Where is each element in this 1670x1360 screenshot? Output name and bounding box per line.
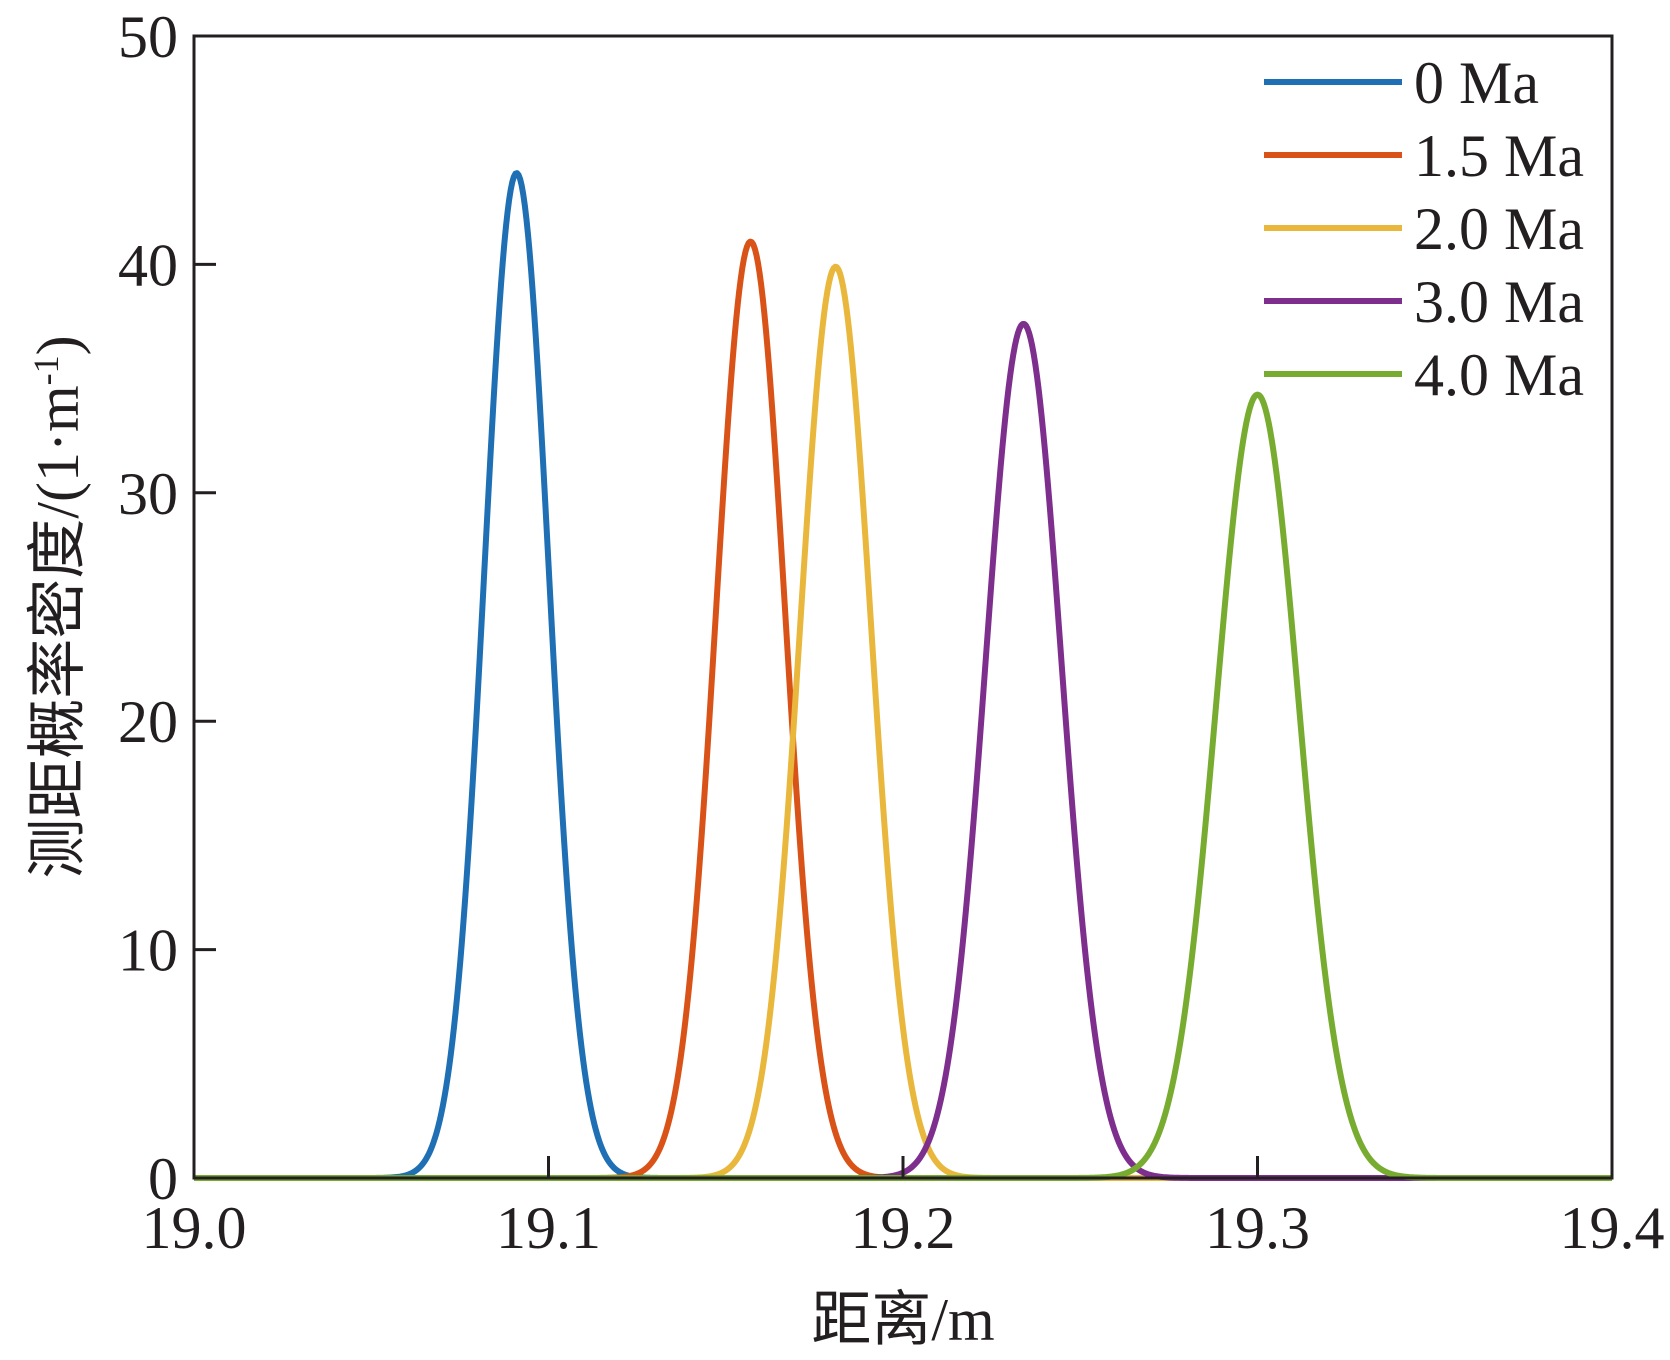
y-tick-label: 0 <box>148 1146 178 1212</box>
x-tick-label: 19.3 <box>1205 1195 1310 1261</box>
x-tick-label: 19.1 <box>496 1195 601 1261</box>
curves <box>192 170 1614 1181</box>
y-axis-title-superscript: -1 <box>26 355 66 385</box>
legend-label-3: 3.0 Ma <box>1414 269 1584 335</box>
y-tick-label: 50 <box>118 4 178 70</box>
y-axis-title-close: ) <box>25 335 91 355</box>
y-axis-title-main: 测距概率密度/(1·m <box>25 385 91 878</box>
legend-label-2: 2.0 Ma <box>1414 196 1584 262</box>
series-line-2 <box>192 263 1614 1181</box>
y-tick-label: 20 <box>118 689 178 755</box>
y-axis-ticks: 0 10 20 30 40 50 <box>118 4 216 1212</box>
x-axis-ticks: 19.0 19.1 19.2 19.3 19.4 <box>142 1156 1665 1261</box>
x-tick-label: 19.2 <box>851 1195 956 1261</box>
y-tick-label: 10 <box>118 918 178 984</box>
y-tick-label: 30 <box>118 461 178 527</box>
y-tick-label: 40 <box>118 232 178 298</box>
legend-label-4: 4.0 Ma <box>1414 342 1584 408</box>
y-axis-title: 测距概率密度/(1·m-1) <box>25 335 91 878</box>
x-axis-title: 距离/m <box>811 1287 994 1353</box>
x-tick-label: 19.0 <box>142 1195 247 1261</box>
legend-label-1: 1.5 Ma <box>1414 123 1584 189</box>
legend: 0 Ma 1.5 Ma 2.0 Ma 3.0 Ma 4.0 Ma <box>1264 50 1584 408</box>
legend-label-0: 0 Ma <box>1414 50 1539 116</box>
series-line-4 <box>192 391 1614 1181</box>
x-tick-label: 19.4 <box>1560 1195 1665 1261</box>
